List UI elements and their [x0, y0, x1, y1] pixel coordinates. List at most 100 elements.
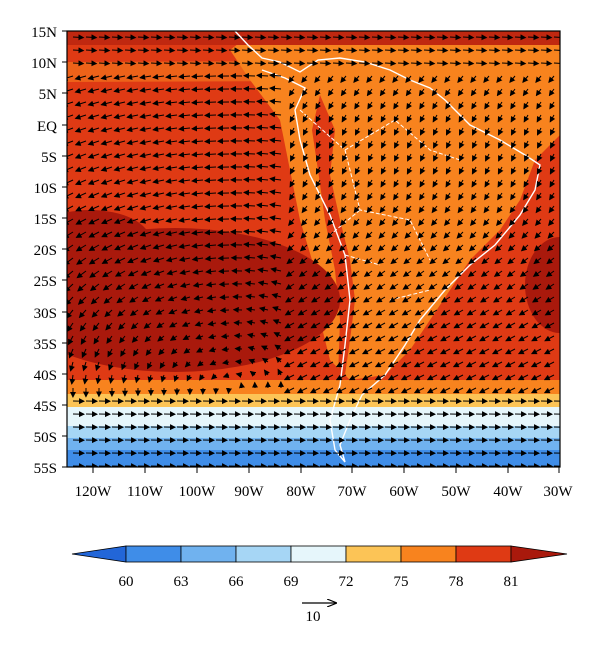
- wind-vector: [455, 244, 464, 252]
- wind-vector: [358, 60, 371, 67]
- wind-vector: [180, 295, 191, 302]
- wind-vector: [426, 387, 438, 394]
- wind-vector: [67, 257, 74, 266]
- wind-vector: [296, 361, 308, 368]
- wind-vector: [167, 295, 178, 302]
- wind-vector: [205, 268, 217, 275]
- wind-vector: [548, 75, 555, 84]
- wind-vector: [256, 111, 269, 118]
- wind-vector: [119, 335, 126, 344]
- map-plot-area: [67, 31, 560, 467]
- wind-vector: [283, 361, 295, 368]
- wind-vector: [256, 85, 269, 92]
- wind-vector: [69, 374, 76, 385]
- wind-vector: [380, 127, 387, 136]
- wind-vector: [152, 99, 165, 106]
- wind-vector: [178, 151, 191, 158]
- wind-vector: [275, 356, 283, 364]
- wind-vector: [387, 348, 399, 355]
- wind-vector: [139, 244, 152, 250]
- wind-vector: [471, 127, 478, 136]
- wind-vector: [165, 191, 178, 198]
- wind-vector: [519, 283, 529, 290]
- wind-vector: [139, 191, 152, 198]
- wind-vector: [165, 138, 178, 145]
- wind-vector: [126, 126, 139, 133]
- wind-vector: [465, 361, 477, 368]
- wind-vector: [302, 127, 309, 136]
- wind-vector: [419, 127, 426, 136]
- wind-vector: [124, 34, 137, 41]
- wind-vector: [152, 165, 165, 172]
- wind-vector: [340, 218, 347, 226]
- wind-vector: [215, 34, 228, 41]
- wind-vector: [366, 205, 373, 214]
- wind-vector: [491, 374, 503, 381]
- wind-vector: [509, 218, 516, 226]
- wind-vector: [215, 60, 228, 67]
- wind-vector: [466, 322, 477, 329]
- colorbar-segment: [235, 545, 292, 563]
- wind-vector: [309, 361, 321, 368]
- wind-vector: [337, 283, 347, 290]
- wind-vector: [101, 244, 113, 251]
- wind-vector: [423, 47, 436, 54]
- wind-vector: [315, 192, 321, 201]
- wind-vector: [546, 244, 555, 252]
- wind-vector: [160, 374, 167, 383]
- wind-vector: [113, 139, 126, 146]
- wind-vector: [310, 309, 321, 316]
- wind-vector: [458, 166, 465, 175]
- wind-vector: [257, 280, 269, 287]
- wind-vector: [115, 283, 126, 290]
- wind-vector: [258, 293, 269, 300]
- wind-vector: [154, 296, 165, 302]
- wind-vector: [484, 101, 491, 110]
- wind-vector: [441, 270, 451, 277]
- wind-vector: [165, 112, 178, 119]
- wind-vector: [341, 192, 347, 201]
- wind-vector: [72, 60, 85, 67]
- wind-vector: [348, 348, 360, 355]
- wind-vector: [363, 270, 373, 277]
- wind-vector: [74, 153, 87, 159]
- wind-vector: [103, 296, 113, 304]
- wind-vector: [459, 140, 465, 149]
- wind-vector: [98, 34, 111, 41]
- wind-vector: [74, 100, 87, 107]
- wind-vector: [254, 34, 267, 41]
- wind-vector: [77, 283, 87, 292]
- wind-vector: [272, 319, 282, 325]
- wind-vector: [426, 348, 438, 355]
- wind-vector: [397, 47, 410, 54]
- wind-vector: [207, 320, 217, 327]
- wind-vector: [413, 387, 425, 394]
- wind-vector: [283, 374, 295, 381]
- wind-vector: [121, 374, 128, 384]
- wind-vector: [243, 202, 256, 209]
- wind-vector: [472, 140, 478, 149]
- wind-vector: [553, 60, 560, 67]
- wind-vector: [426, 361, 438, 368]
- wind-vector: [361, 361, 373, 368]
- wind-vector: [191, 190, 204, 197]
- wind-vector: [172, 361, 179, 369]
- wind-vector: [100, 87, 113, 94]
- wind-vector: [302, 101, 309, 110]
- wind-vector: [126, 231, 139, 237]
- wind-vector: [354, 114, 361, 123]
- wind-vector: [189, 60, 202, 67]
- wind-vector: [536, 101, 543, 110]
- wind-vector: [492, 296, 503, 303]
- wind-vector: [131, 335, 139, 343]
- wind-vector: [348, 361, 360, 368]
- wind-vector: [530, 374, 542, 381]
- wind-vector: [67, 205, 74, 212]
- wind-vector: [423, 34, 436, 41]
- wind-vector: [440, 335, 451, 342]
- wind-vector: [100, 179, 113, 185]
- wind-vector: [418, 205, 425, 214]
- band-75-78: [67, 380, 560, 396]
- wind-vector: [256, 241, 269, 248]
- wind-vector: [354, 127, 361, 136]
